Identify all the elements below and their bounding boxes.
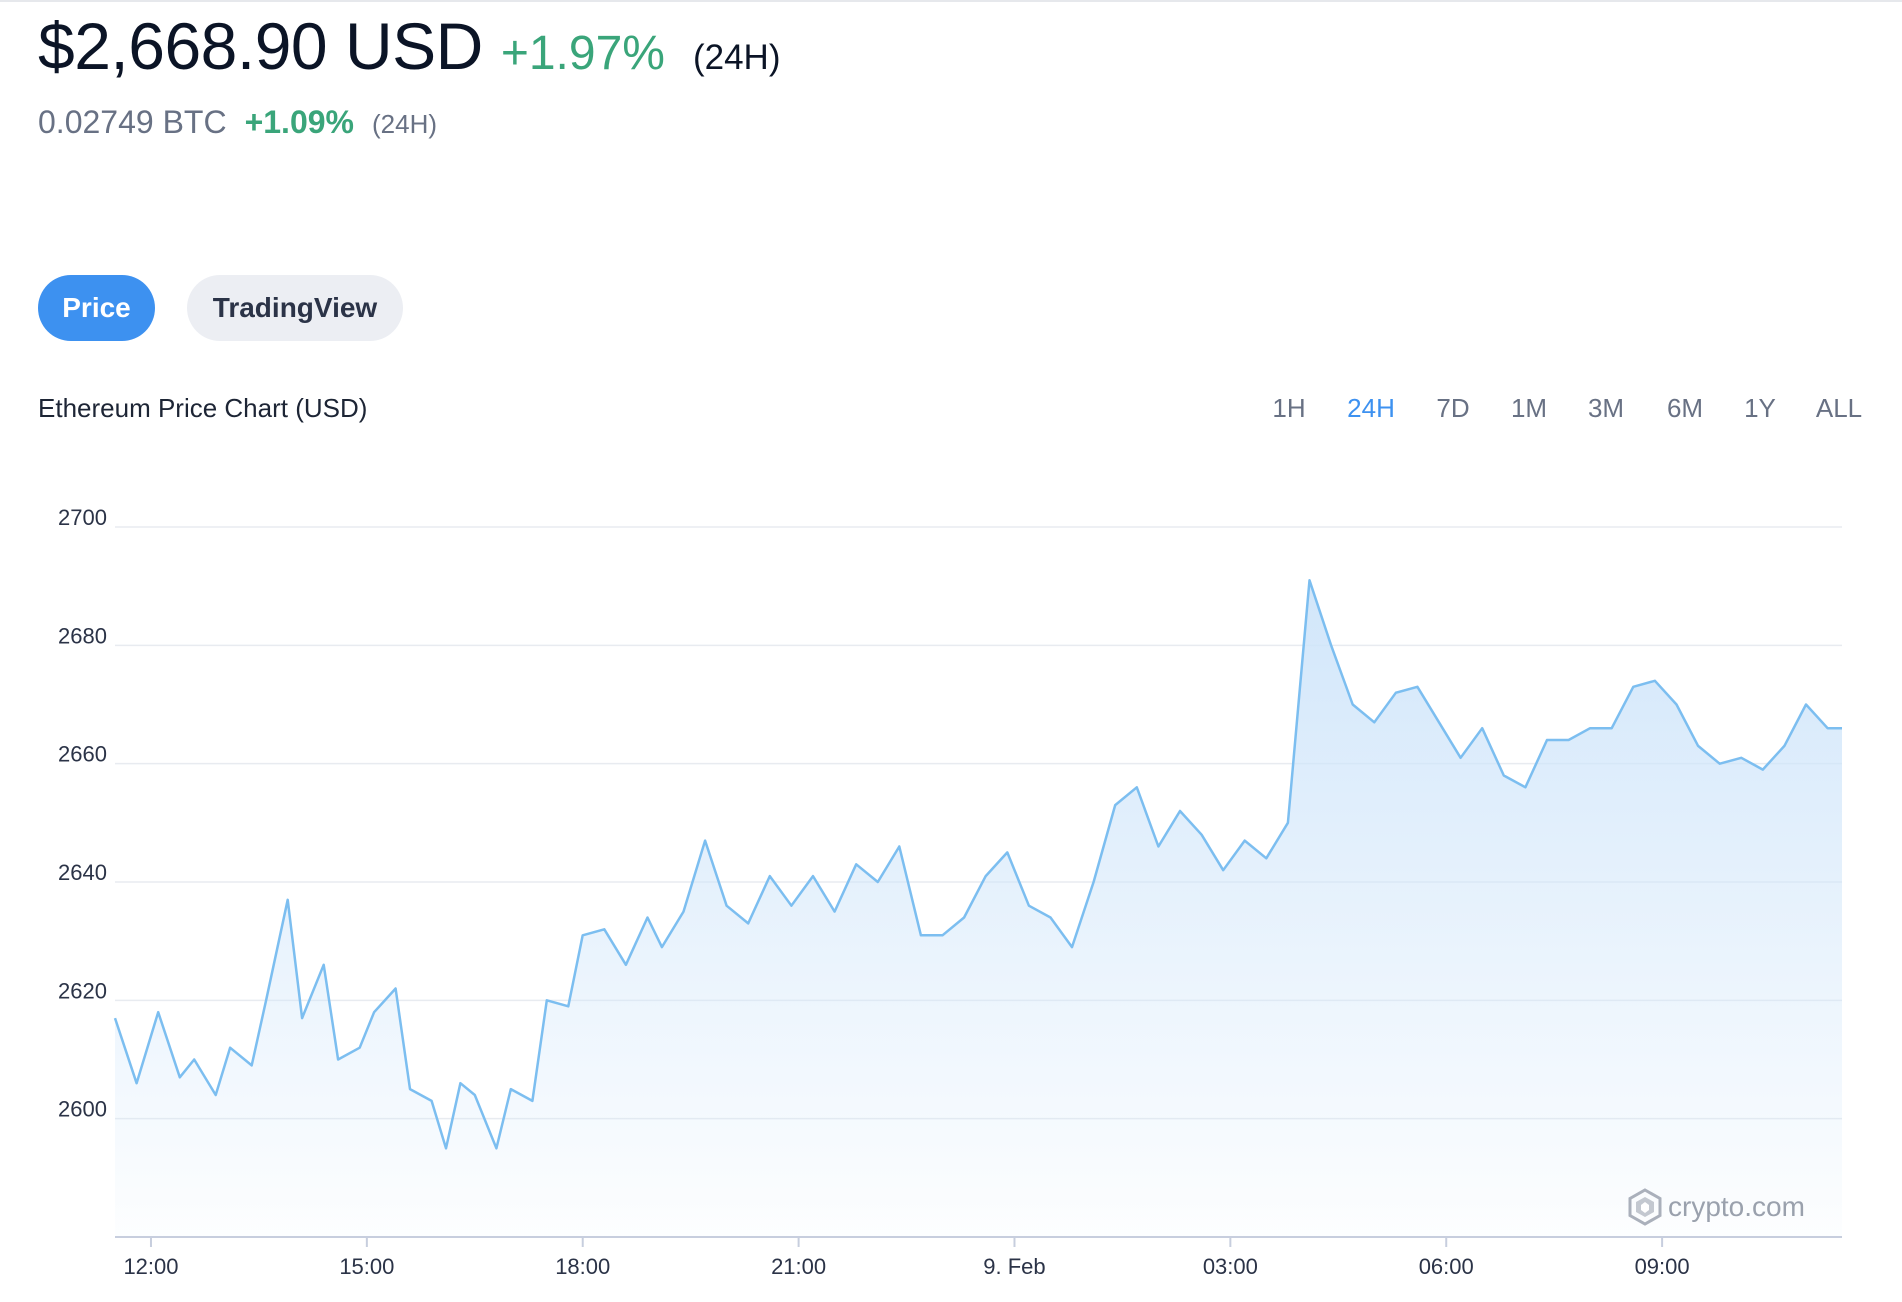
usd-change-percent: +1.97% [500,27,665,80]
range-24h[interactable]: 24H [1347,393,1395,423]
x-tick-label: 09:00 [1635,1254,1690,1279]
btc-change-period: (24H) [371,109,437,139]
watermark-text: crypto.com [1668,1191,1805,1222]
y-tick-label: 2660 [58,742,107,767]
btc-price-row: 0.02749 BTC +1.09% (24H) [38,104,437,141]
y-tick-label: 2700 [58,505,107,530]
price-line [113,579,1842,1150]
top-border [0,0,1902,2]
range-1h[interactable]: 1H [1272,393,1306,423]
x-axis-labels: 12:00 15:00 18:00 21:00 9. Feb 03:00 06:00 09:0… [123,1237,1690,1279]
x-tick-label: 06:00 [1419,1254,1474,1279]
range-1y[interactable]: 1Y [1744,393,1776,423]
usd-change-period: (24H) [692,38,781,77]
tab-price[interactable]: Price [38,275,155,341]
btc-price: 0.02749 BTC [38,104,227,140]
x-tick-label: 18:00 [555,1254,610,1279]
price-area [115,580,1842,1237]
price-header: $2,668.90 USD +1.97% (24H) [38,8,780,84]
range-1m[interactable]: 1M [1510,393,1548,423]
y-tick-label: 2640 [58,860,107,885]
y-tick-label: 2620 [58,978,107,1003]
x-tick-label: 15:00 [339,1254,394,1279]
y-tick-label: 2600 [58,1097,107,1122]
watermark: crypto.com [1628,1188,1805,1226]
x-tick-label: 9. Feb [983,1254,1045,1279]
range-6m[interactable]: 6M [1666,393,1704,423]
y-axis-labels: 2600 2620 2640 2660 2680 2700 [58,505,107,1122]
chart-title: Ethereum Price Chart (USD) [38,393,368,423]
usd-price: $2,668.90 USD [38,9,483,83]
x-tick-label: 21:00 [771,1254,826,1279]
btc-change-percent: +1.09% [244,104,354,140]
time-range-selector: 1H 24H 7D 1M 3M 6M 1Y ALL [0,393,1902,429]
tab-tradingview[interactable]: TradingView [187,275,403,341]
y-tick-label: 2680 [58,623,107,648]
x-tick-label: 03:00 [1203,1254,1258,1279]
range-7d[interactable]: 7D [1436,393,1470,423]
crypto-com-logo-icon [1628,1188,1662,1226]
range-all[interactable]: ALL [1815,393,1863,423]
x-tick-label: 12:00 [123,1254,178,1279]
range-3m[interactable]: 3M [1587,393,1625,423]
